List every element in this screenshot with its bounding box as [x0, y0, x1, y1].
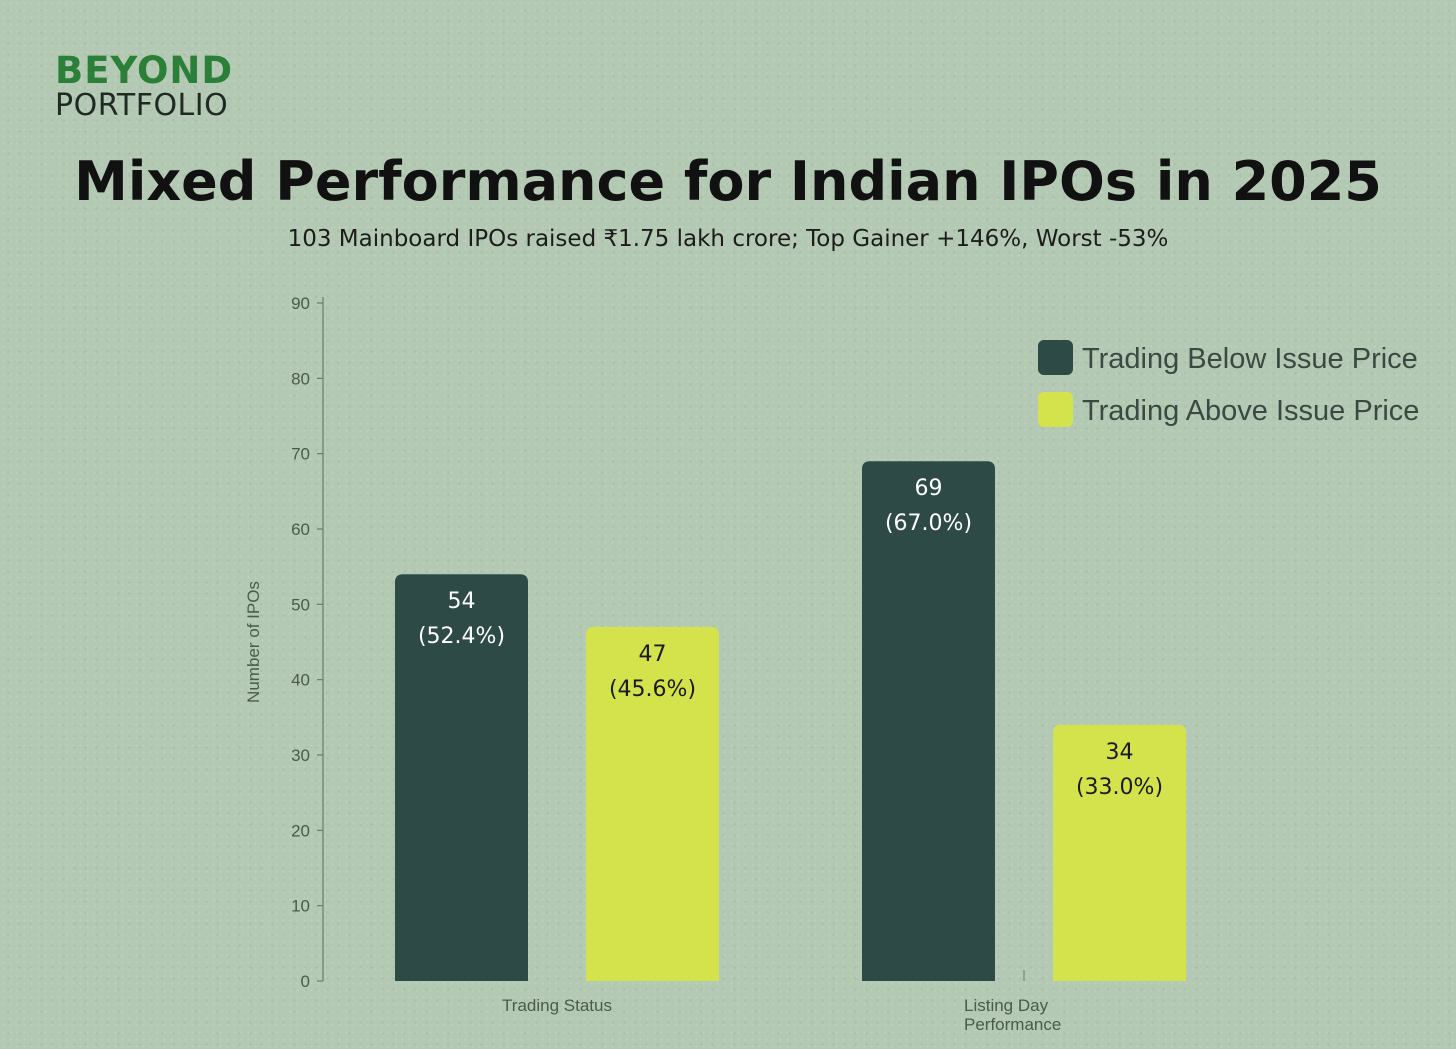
- data-label-percent: (67.0%): [885, 511, 972, 536]
- x-category-label: Listing Day: [964, 996, 1049, 1015]
- bar-above-1: [586, 626, 719, 981]
- data-label-percent: (45.6%): [609, 677, 696, 702]
- y-axis-title: Number of IPOs: [244, 581, 263, 703]
- y-tick-label: 80: [291, 369, 310, 388]
- data-label-value: 54: [448, 589, 476, 614]
- chart-title: Mixed Performance for Indian IPOs in 202…: [74, 150, 1382, 213]
- legend-swatch-1: [1038, 340, 1073, 375]
- y-tick-label: 50: [291, 595, 310, 614]
- bar-above-2: [1053, 724, 1186, 981]
- chart-subtitle: 103 Mainboard IPOs raised ₹1.75 lakh cro…: [287, 226, 1169, 252]
- bar-below-1: [395, 574, 528, 981]
- x-category-label: Performance: [964, 1015, 1061, 1034]
- data-label-value: 34: [1106, 740, 1134, 765]
- y-tick-label: 70: [291, 445, 310, 464]
- data-label-percent: (52.4%): [418, 624, 505, 649]
- y-tick-label: 30: [291, 746, 310, 765]
- y-tick-label: 40: [291, 671, 310, 690]
- legend-label-1: Trading Below Issue Price: [1082, 343, 1418, 375]
- y-tick-label: 10: [291, 897, 310, 916]
- data-label-value: 69: [915, 476, 943, 501]
- legend-swatch-2: [1038, 392, 1073, 427]
- data-label-value: 47: [639, 642, 667, 667]
- legend-label-2: Trading Above Issue Price: [1082, 395, 1419, 427]
- logo: BEYOND PORTFOLIO: [55, 52, 233, 122]
- logo-line-1: BEYOND: [55, 49, 234, 92]
- bar-below-2: [862, 461, 995, 981]
- y-tick-label: 0: [301, 972, 310, 991]
- y-tick-label: 90: [291, 294, 310, 313]
- y-tick-label: 60: [291, 520, 310, 539]
- data-label-percent: (33.0%): [1076, 775, 1163, 800]
- x-category-label: Trading Status: [502, 996, 612, 1015]
- logo-line-2: PORTFOLIO: [55, 88, 229, 123]
- y-tick-label: 20: [291, 821, 310, 840]
